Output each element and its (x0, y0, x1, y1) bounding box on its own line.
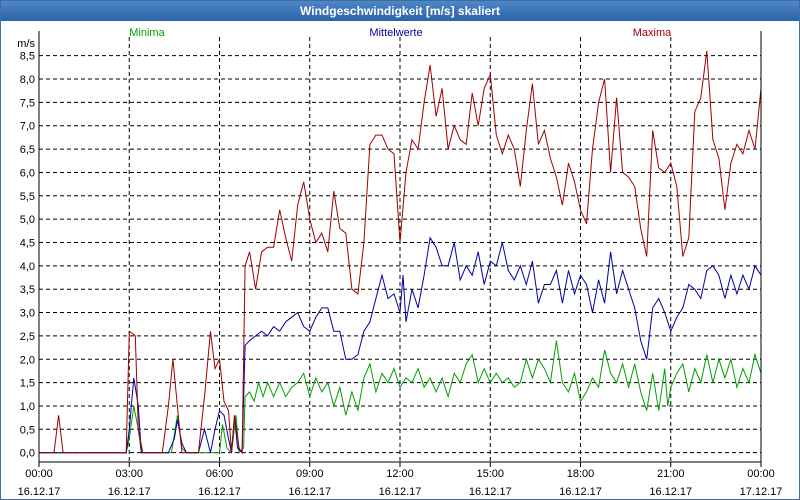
y-tick-label: 4,5 (20, 237, 35, 249)
y-tick-label: 4,0 (20, 261, 35, 273)
y-tick-label: 7,5 (20, 97, 35, 109)
x-tick-date: 16.12.17 (288, 486, 331, 498)
legend-mittelwerte: Mittelwerte (369, 27, 422, 39)
legend: Minima Mittelwerte Maxima (129, 27, 672, 39)
x-tick-date: 16.12.17 (649, 486, 692, 498)
x-tick-date: 16.12.17 (559, 486, 602, 498)
y-tick-label: 1,0 (20, 401, 35, 413)
x-tick-date: 16.12.17 (108, 486, 151, 498)
x-tick-time: 06:00 (206, 468, 234, 480)
x-tick-time: 15:00 (476, 468, 504, 480)
x-tick-date: 16.12.17 (469, 486, 512, 498)
maxima-line (39, 50, 762, 455)
y-tick-label: 2,5 (20, 331, 35, 343)
y-tick-label: 7,0 (20, 121, 35, 133)
y-axis-unit-label: m/s (17, 38, 35, 50)
legend-maxima: Maxima (633, 27, 672, 39)
minima-line (39, 340, 762, 454)
y-tick-label: 3,0 (20, 308, 35, 320)
y-tick-label: 8,0 (20, 74, 35, 86)
axes: 0,0 0,5 1,0 1,5 2,0 2,5 3,0 3,5 4,0 4,5 5,0 5,5 6,0 6… (17, 31, 782, 498)
y-tick-label: 1,5 (20, 378, 35, 390)
grid (39, 37, 761, 462)
y-tick-label: 6,5 (20, 144, 35, 156)
y-tick-label: 3,5 (20, 284, 35, 296)
y-tick-label: 0,0 (20, 448, 35, 460)
x-tick-date: 16.12.17 (198, 486, 241, 498)
x-tick-time: 21:00 (657, 468, 685, 480)
x-tick-time: 18:00 (567, 468, 595, 480)
y-tick-label: 5,5 (20, 191, 35, 203)
x-tick-date: 16.12.17 (379, 486, 422, 498)
series-lines (39, 50, 762, 455)
y-tick-label: 5,0 (20, 214, 35, 226)
y-tick-label: 2,0 (20, 354, 35, 366)
window-title: Windgeschwindigkeit [m/s] skaliert (1, 1, 799, 21)
x-tick-time: 03:00 (115, 468, 143, 480)
y-tick-label: 6,0 (20, 167, 35, 179)
x-tick-time: 12:00 (386, 468, 414, 480)
y-tick-label: 8,5 (20, 51, 35, 63)
chart: 0,0 0,5 1,0 1,5 2,0 2,5 3,0 3,5 4,0 4,5 5,0 5,5 6,0 6… (17, 27, 782, 498)
x-tick-time: 00:00 (25, 468, 53, 480)
x-tick-time: 09:00 (296, 468, 324, 480)
x-tick-date: 16.12.17 (18, 486, 61, 498)
x-tick-date: 17.12.17 (740, 486, 783, 498)
y-tick-label: 0,5 (20, 424, 35, 436)
legend-minima: Minima (129, 27, 165, 39)
x-tick-time: 00:00 (747, 468, 775, 480)
